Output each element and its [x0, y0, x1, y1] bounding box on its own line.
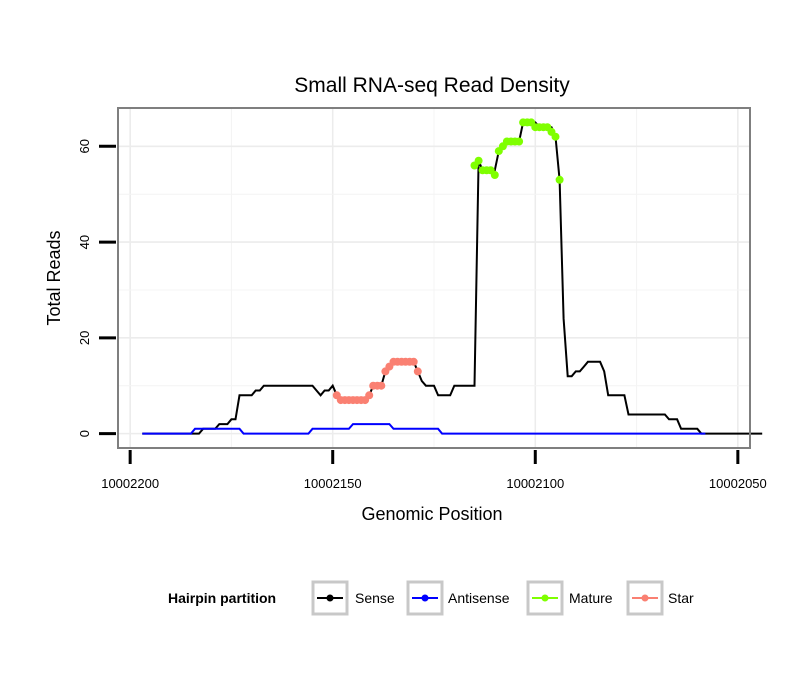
legend-item-mature: Mature	[526, 580, 613, 616]
legend: Hairpin partition Sense Antisense Mature St…	[168, 580, 694, 616]
data-point-mature	[555, 175, 564, 184]
series-line-sense	[142, 121, 763, 435]
data-point-star	[413, 367, 422, 376]
legend-label: Mature	[569, 590, 613, 606]
grid-lines	[118, 108, 750, 448]
legend-label: Star	[668, 590, 694, 606]
plot-border	[117, 107, 751, 449]
legend-key-point	[641, 594, 649, 602]
series-line-antisense	[142, 423, 706, 435]
legend-key-point	[421, 594, 429, 602]
data-point-mature	[515, 137, 524, 146]
legend-item-antisense: Antisense	[406, 580, 510, 616]
x-tick-label: 10002150	[304, 476, 362, 491]
legend-item-sense: Sense	[311, 580, 395, 616]
x-axis-label: Genomic Position	[361, 504, 502, 524]
legend-label: Sense	[355, 590, 395, 606]
y-tick-label: 0	[77, 430, 92, 437]
x-tick-label: 10002200	[101, 476, 159, 491]
x-axis: 10002200 10002150 10002100 10002050	[101, 450, 767, 491]
data-point-mature	[551, 132, 560, 141]
data-series	[142, 118, 763, 435]
legend-key-point	[326, 594, 334, 602]
data-point-star	[377, 381, 386, 390]
x-tick-label: 10002050	[709, 476, 767, 491]
legend-item-star: Star	[626, 580, 694, 616]
legend-title: Hairpin partition	[168, 590, 276, 606]
data-point-mature	[490, 171, 499, 179]
y-tick-label: 60	[77, 139, 92, 153]
y-axis: 0 20 40 60	[77, 139, 116, 437]
data-point-star	[365, 391, 374, 400]
chart-title: Small RNA-seq Read Density	[294, 74, 570, 97]
data-point-star	[409, 357, 418, 366]
legend-label: Antisense	[448, 590, 510, 606]
y-axis-label: Total Reads	[44, 230, 64, 325]
data-point-mature	[474, 156, 483, 165]
y-tick-label: 40	[77, 235, 92, 249]
legend-key-point	[541, 594, 549, 602]
y-tick-label: 20	[77, 331, 92, 345]
x-tick-label: 10002100	[506, 476, 564, 491]
